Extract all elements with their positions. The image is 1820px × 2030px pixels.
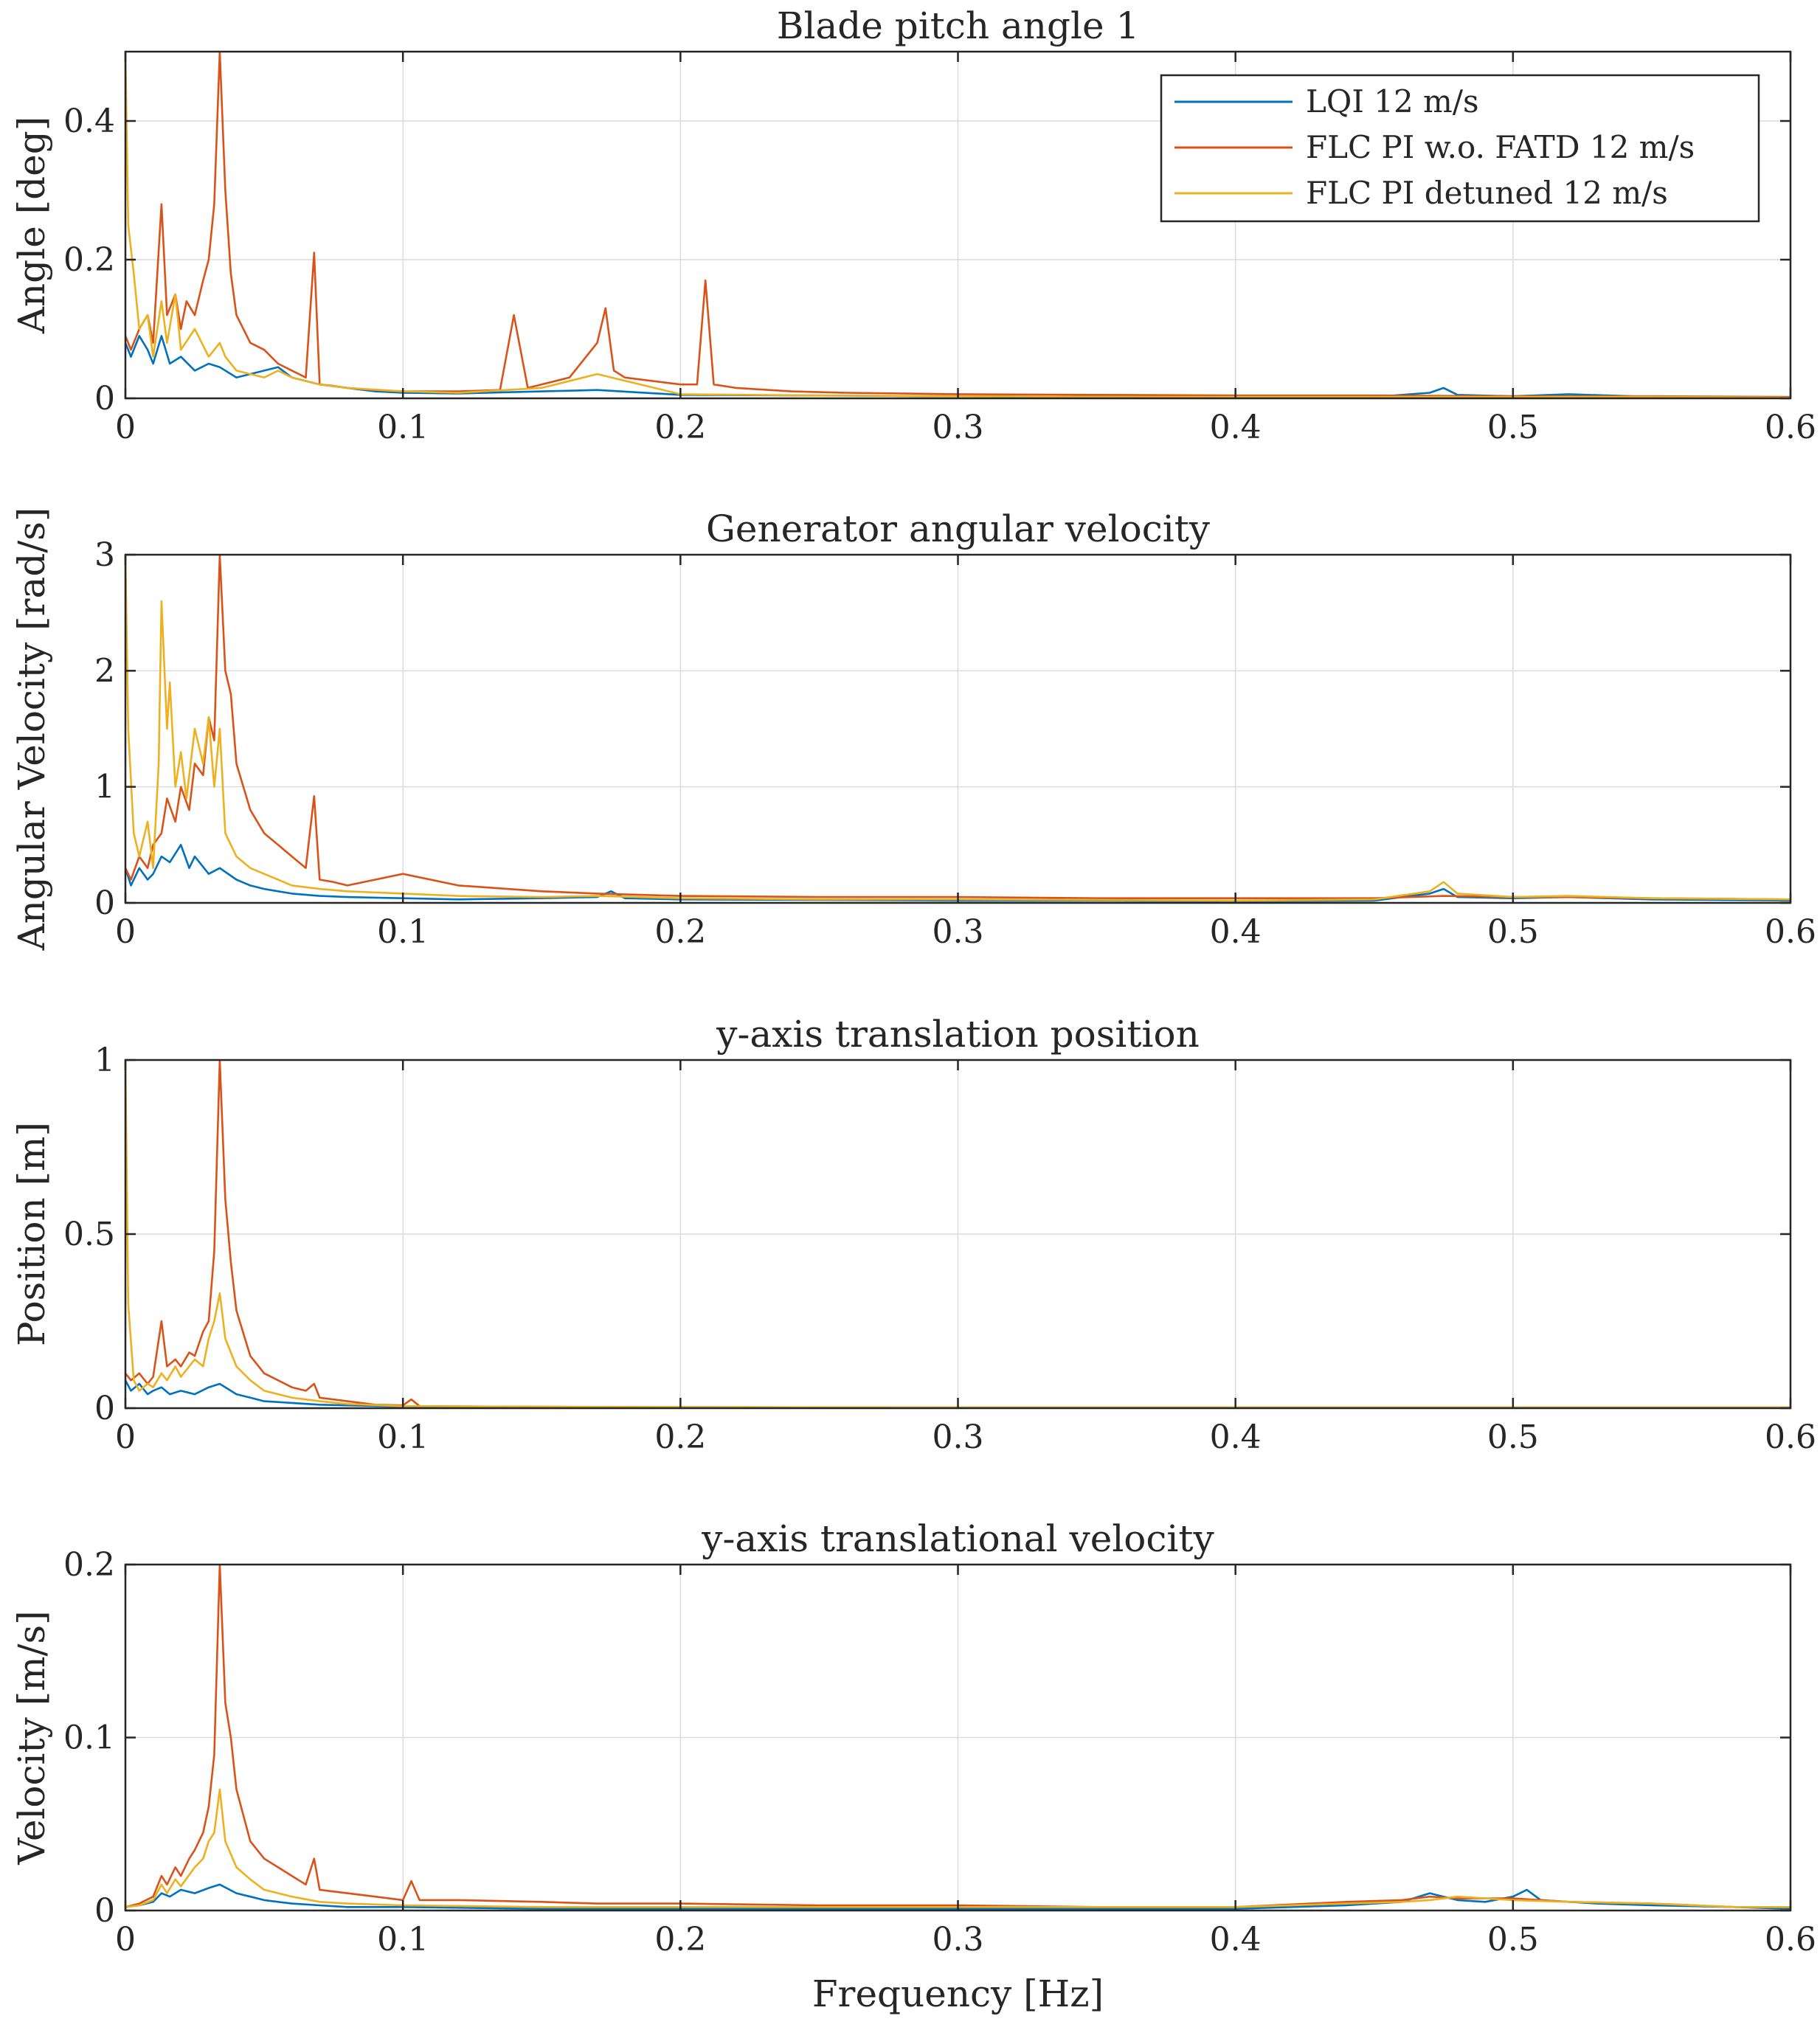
chart-title: Blade pitch angle 1 bbox=[777, 4, 1140, 47]
y-tick-label: 0.4 bbox=[63, 103, 115, 140]
x-tick-label: 0.6 bbox=[1765, 409, 1816, 446]
x-tick-label: 0.3 bbox=[933, 1418, 984, 1456]
x-tick-label: 0.3 bbox=[933, 913, 984, 951]
series-line-flc-pi-detuned bbox=[125, 555, 1790, 902]
y-tick-label: 0.1 bbox=[63, 1719, 115, 1757]
y-axis-label: Position [m] bbox=[10, 1122, 53, 1346]
series-line-flc-pi-detuned bbox=[125, 1060, 1790, 1408]
x-tick-label: 0.5 bbox=[1487, 1921, 1539, 1958]
x-tick-label: 0.6 bbox=[1765, 1418, 1816, 1456]
y-axis-label: Angle [deg] bbox=[10, 117, 53, 334]
x-tick-label: 0.3 bbox=[933, 409, 984, 446]
x-tick-label: 0.4 bbox=[1210, 409, 1262, 446]
series-line-lqi bbox=[125, 844, 1790, 902]
x-tick-label: 0.6 bbox=[1765, 913, 1816, 951]
x-tick-label: 0.1 bbox=[377, 409, 429, 446]
y-tick-label: 1 bbox=[94, 769, 115, 806]
series-line-flc-pi-detuned bbox=[125, 1788, 1790, 1908]
x-tick-label: 0 bbox=[115, 913, 136, 951]
chart-panel-3: 0 0.1 0.2 0.3 0.4 0.5 0.6 0 0.5 1 y-axis translati… bbox=[10, 1013, 1816, 1456]
x-tick-label: 0.4 bbox=[1210, 1921, 1262, 1958]
y-tick-label: 0.2 bbox=[63, 241, 115, 279]
x-tick-label: 0.6 bbox=[1765, 1921, 1816, 1958]
x-tick-label: 0.2 bbox=[654, 409, 706, 446]
legend-entry: FLC PI w.o. FATD 12 m/s bbox=[1306, 129, 1695, 165]
x-tick-label: 0.5 bbox=[1487, 409, 1539, 446]
y-tick-label: 2 bbox=[94, 652, 115, 690]
x-tick-label: 0.1 bbox=[377, 1418, 429, 1456]
y-axis-label: Angular Velocity [rad/s] bbox=[10, 508, 53, 952]
chart-panel-1: 0 0.1 0.2 0.3 0.4 0.5 0.6 0 0.2 0.4 Blade pitch an… bbox=[10, 4, 1816, 446]
x-tick-label: 0.5 bbox=[1487, 1418, 1539, 1456]
series-line-flc-pi-detuned bbox=[125, 52, 1790, 398]
x-tick-label: 0.2 bbox=[654, 913, 706, 951]
series-line-flc-pi bbox=[125, 1565, 1790, 1908]
x-tick-label: 0 bbox=[115, 409, 136, 446]
y-tick-label: 0 bbox=[94, 1892, 115, 1930]
series-line-flc-pi bbox=[125, 555, 1790, 901]
chart-title: y-axis translational velocity bbox=[701, 1517, 1214, 1560]
series-line-lqi bbox=[125, 1883, 1790, 1910]
x-tick-label: 0.1 bbox=[377, 1921, 429, 1958]
legend: LQI 12 m/s FLC PI w.o. FATD 12 m/s FLC PI … bbox=[1160, 74, 1760, 223]
chart-panel-4: 0 0.1 0.2 0.3 0.4 0.5 0.6 0 0.1 0.2 y-axis transla… bbox=[10, 1517, 1816, 2015]
legend-entry: FLC PI detuned 12 m/s bbox=[1306, 175, 1668, 211]
x-tick-label: 0.4 bbox=[1210, 1418, 1262, 1456]
y-axis-label: Velocity [m/s] bbox=[10, 1610, 53, 1865]
chart-title: y-axis translation position bbox=[716, 1013, 1200, 1056]
chart-panel-2: 0 0.1 0.2 0.3 0.4 0.5 0.6 0 1 2 3 Generator angular… bbox=[10, 508, 1816, 952]
y-tick-label: 0 bbox=[94, 380, 115, 418]
y-tick-label: 0.2 bbox=[63, 1546, 115, 1584]
x-tick-label: 0.4 bbox=[1210, 913, 1262, 951]
y-tick-label: 0.5 bbox=[63, 1216, 115, 1253]
y-tick-label: 3 bbox=[94, 536, 115, 574]
legend-entry: LQI 12 m/s bbox=[1306, 83, 1479, 119]
x-tick-label: 0 bbox=[115, 1418, 136, 1456]
y-tick-label: 1 bbox=[94, 1042, 115, 1079]
chart-title: Generator angular velocity bbox=[706, 508, 1211, 550]
x-tick-label: 0.5 bbox=[1487, 913, 1539, 951]
x-tick-label: 0.2 bbox=[654, 1418, 706, 1456]
x-tick-label: 0.3 bbox=[933, 1921, 984, 1958]
y-tick-label: 0 bbox=[94, 1390, 115, 1427]
x-tick-label: 0.2 bbox=[654, 1921, 706, 1958]
y-tick-label: 0 bbox=[94, 884, 115, 922]
x-tick-label: 0.1 bbox=[377, 913, 429, 951]
x-axis-label: Frequency [Hz] bbox=[812, 1972, 1104, 2015]
x-tick-label: 0 bbox=[115, 1921, 136, 1958]
